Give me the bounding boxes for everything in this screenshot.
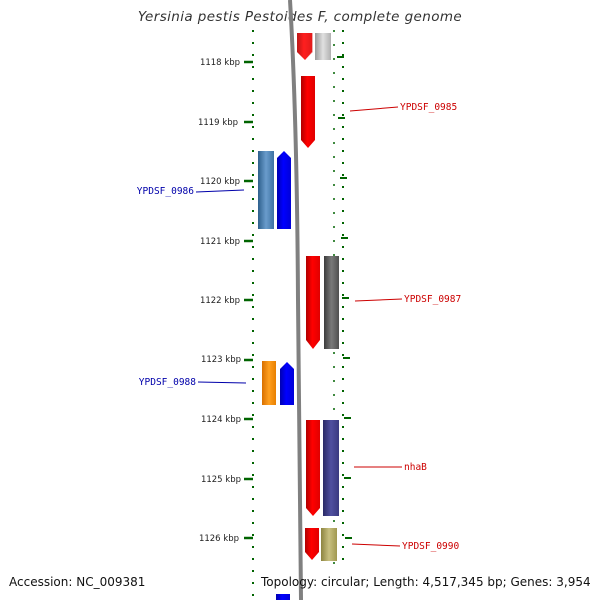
gene-arrow-reverse: [277, 151, 291, 229]
tick-label: 1125 kbp: [201, 475, 241, 485]
gene-arrow-forward: [306, 256, 320, 349]
gene-block-reverse: [258, 151, 274, 229]
gene-labels: YPDSF_0985 YPDSF_0987 nhaB YPDSF_0990 YP…: [137, 102, 461, 552]
gene-block-forward: [324, 256, 339, 349]
gene-arrow-forward: [306, 420, 320, 516]
scale-tick-labels: 1118 kbp 1119 kbp 1120 kbp 1121 kbp 1122…: [198, 58, 241, 544]
gene-label: YPDSF_0985: [400, 102, 457, 113]
right-minor-ticks: [337, 56, 352, 539]
map-title: Yersinia pestis Pestoides F, complete ge…: [137, 9, 463, 25]
forward-genes: [297, 33, 339, 561]
gene-block-reverse: [262, 361, 276, 405]
gene-label: YPDSF_0986: [137, 186, 194, 197]
gene-arrow-forward: [297, 33, 312, 60]
gene-label: YPDSF_0987: [404, 294, 461, 305]
gene-arrow-forward: [301, 76, 315, 148]
genome-backbone: [288, 0, 303, 600]
gene-block-reverse: [276, 594, 290, 600]
gene-arrow-reverse: [280, 362, 294, 405]
gene-arrow-forward: [305, 528, 319, 560]
gene-label: YPDSF_0990: [402, 541, 459, 552]
tick-label: 1123 kbp: [201, 355, 241, 365]
tick-label: 1122 kbp: [200, 296, 240, 306]
tick-label: 1121 kbp: [200, 237, 240, 247]
gene-label: nhaB: [404, 462, 427, 473]
topology-text: Topology: circular; Length: 4,517,345 bp…: [261, 575, 591, 589]
label-leaders: [195, 106, 403, 547]
gene-block-forward: [321, 528, 337, 561]
tick-label: 1118 kbp: [200, 58, 240, 68]
gene-block-forward: [315, 33, 331, 60]
accession-text: Accession: NC_009381: [9, 575, 146, 589]
tick-label: 1120 kbp: [200, 177, 240, 187]
tick-label: 1119 kbp: [198, 118, 238, 128]
tick-label: 1126 kbp: [199, 534, 239, 544]
gene-block-forward: [323, 420, 339, 516]
tick-label: 1124 kbp: [201, 415, 241, 425]
scale-ticks: [244, 60, 253, 540]
gene-label: YPDSF_0988: [139, 377, 196, 388]
reverse-genes: [258, 151, 294, 600]
